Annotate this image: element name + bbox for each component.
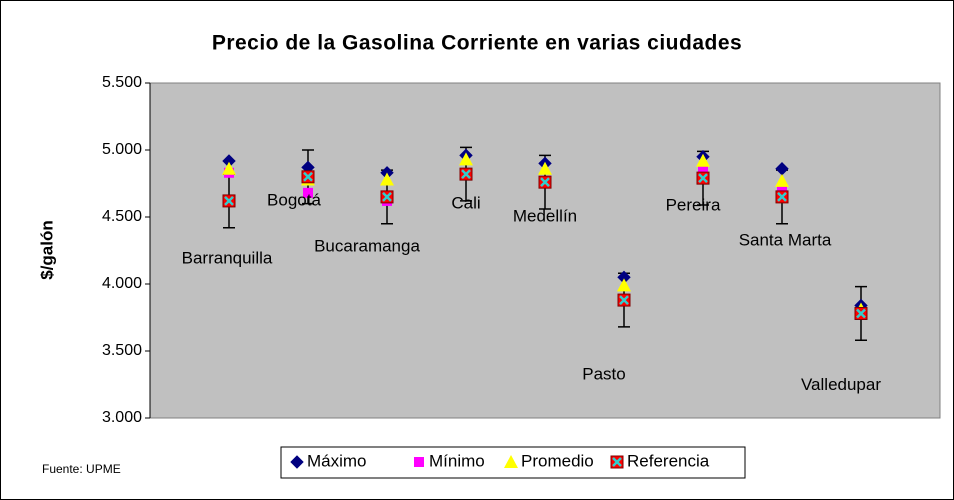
marker-triangle: [696, 153, 710, 167]
cross: [461, 169, 471, 180]
y-tick-label: 3.000: [102, 409, 142, 426]
source-note: Fuente: UPME: [42, 462, 121, 476]
data-label: Pereira: [666, 196, 721, 215]
marker-square: [414, 457, 424, 467]
data-label: Cali: [451, 194, 480, 213]
y-tick-label: 3.500: [102, 342, 142, 359]
marker-square: [698, 163, 708, 174]
cross: [777, 192, 787, 202]
triangle: [380, 172, 394, 186]
data-label: Santa Marta: [739, 230, 832, 249]
square: [698, 163, 708, 174]
cross: [619, 295, 629, 305]
triangle: [459, 152, 473, 166]
y-tick-label: 5.000: [102, 141, 142, 158]
marker-triangle: [459, 152, 473, 166]
data-label: Bucaramanga: [314, 236, 420, 255]
diamond: [290, 455, 304, 469]
marker-xsquare: [610, 455, 624, 469]
data-label: Medellín: [513, 207, 577, 226]
legend-label: Promedio: [521, 451, 594, 470]
chart-title: Precio de la Gasolina Corriente en varia…: [212, 32, 742, 55]
data-label: Valledupar: [801, 375, 881, 394]
marker-triangle: [617, 278, 631, 292]
y-axis-label: $/galón: [37, 220, 56, 280]
cross: [698, 173, 708, 184]
triangle: [222, 161, 236, 175]
marker-triangle: [504, 455, 518, 468]
cross: [540, 177, 550, 188]
marker-xsquare: [854, 306, 868, 320]
marker-triangle: [380, 172, 394, 186]
triangle: [617, 278, 631, 292]
data-label: Barranquilla: [182, 248, 273, 267]
marker-triangle: [538, 161, 552, 175]
y-tick-label: 4.500: [102, 208, 142, 225]
marker-square: [303, 187, 313, 198]
legend-label: Mínimo: [429, 451, 485, 470]
marker-diamond: [290, 455, 304, 469]
y-tick-label: 5.500: [102, 74, 142, 91]
marker-xsquare: [380, 190, 394, 204]
marker-xsquare: [538, 175, 552, 189]
triangle: [504, 455, 518, 468]
data-label: Bogotá: [267, 190, 321, 209]
marker-xsquare: [301, 170, 315, 184]
y-tick-label: 4.000: [102, 275, 142, 292]
marker-triangle: [775, 173, 789, 187]
marker-xsquare: [459, 167, 473, 181]
marker-triangle: [222, 161, 236, 175]
cross: [382, 192, 392, 202]
plot-area: [149, 82, 941, 419]
legend-label: Máximo: [307, 451, 367, 470]
triangle: [775, 173, 789, 187]
marker-xsquare: [617, 293, 631, 307]
legend-label: Referencia: [627, 451, 710, 470]
data-label: Pasto: [582, 365, 625, 384]
square: [303, 187, 313, 198]
cross: [303, 171, 313, 182]
triangle: [538, 161, 552, 175]
cross: [224, 196, 234, 206]
square: [414, 457, 424, 467]
marker-xsquare: [222, 194, 236, 208]
cross: [856, 308, 866, 319]
triangle: [696, 153, 710, 167]
marker-xsquare: [696, 171, 710, 185]
marker-xsquare: [775, 190, 789, 204]
cross: [612, 457, 622, 467]
